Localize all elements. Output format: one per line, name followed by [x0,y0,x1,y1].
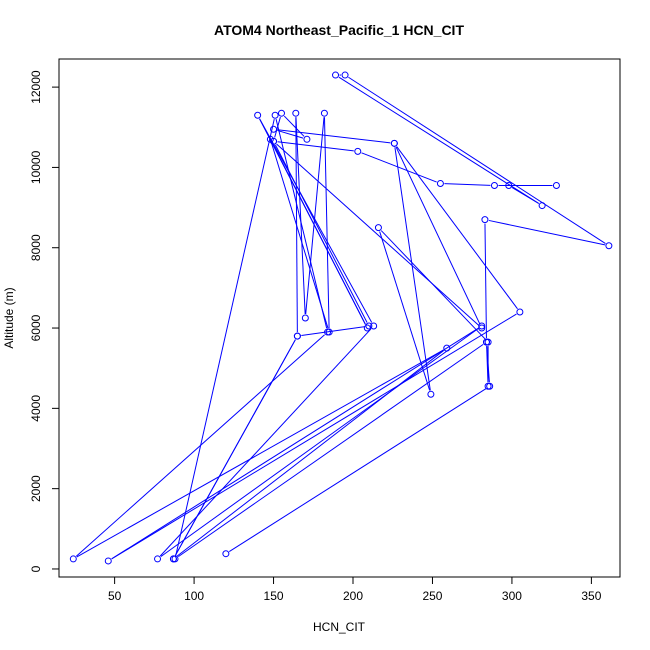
series-segment [394,147,431,391]
series-segment [484,223,487,339]
series-segment [178,343,484,558]
x-tick-label: 200 [343,589,363,603]
data-point [341,71,349,79]
series-segment [348,76,606,244]
data-point [277,109,285,117]
series-segment [75,334,325,557]
data-point [270,137,278,145]
series-segment [444,183,491,186]
data-points [69,71,613,565]
series-segment [160,327,479,558]
series-segment [361,152,437,183]
y-axis-label: Altitude (m) [2,287,16,348]
series-segment [277,129,304,139]
data-point [436,179,444,187]
series-segment [305,117,325,315]
data-point [505,181,513,189]
data-point [484,382,492,390]
series-segment [338,76,540,204]
data-point [303,135,311,143]
data-point [484,338,492,346]
data-point [292,109,300,117]
y-tick-label: 12000 [29,70,43,104]
data-point [365,322,373,330]
data-point [490,181,498,189]
data-point [605,242,613,250]
series-segment [295,117,306,315]
series-line [75,74,606,560]
data-point [481,216,489,224]
series-segment [396,146,518,310]
data-point [154,555,162,563]
data-point [354,147,362,155]
series-segment [259,118,366,325]
series-segment [111,313,517,560]
data-point [222,550,230,558]
data-point [363,324,371,332]
data-point [390,139,398,147]
series-segment [323,117,330,329]
series-segment [274,144,368,323]
series-segment [175,119,275,556]
series-segment [277,129,391,144]
data-point [69,555,77,563]
data-point [370,322,378,330]
series-segment [379,231,431,391]
series-segment [271,142,329,329]
data-point [538,202,546,210]
data-point [478,324,486,332]
series-segment [274,116,281,138]
data-point [332,71,340,79]
data-point [104,557,112,565]
series-segment [277,141,354,152]
x-tick-label: 300 [502,589,522,603]
data-point [320,109,328,117]
data-point [271,111,279,119]
x-axis-label: HCN_CIT [313,620,366,634]
series-segment [159,328,372,557]
series-segment [174,339,296,556]
chart-title: ATOM4 Northeast_Pacific_1 HCN_CIT [214,22,464,38]
series-segment [76,349,444,558]
data-point [427,390,435,398]
data-point [254,111,262,119]
y-tick-label: 2000 [29,475,43,502]
x-tick-label: 150 [264,589,284,603]
series-segment [228,387,487,552]
data-point [293,332,301,340]
data-point [443,344,451,352]
y-axis: 0 2000 4000 6000 8000 10000 12000 [29,70,60,572]
series-segment [176,350,444,557]
x-axis: 50 100 150 200 250 300 350 [108,576,602,603]
series-segment [276,143,480,326]
x-tick-label: 250 [422,589,442,603]
x-tick-label: 100 [184,589,204,603]
data-point [552,181,560,189]
data-point [301,314,309,322]
y-tick-label: 10000 [29,150,43,184]
data-point [516,308,524,316]
data-point [270,125,278,133]
series-segment [259,118,373,323]
data-point [374,224,382,232]
data-point [325,328,333,336]
series-segment [488,219,606,246]
series-segment [111,327,479,560]
x-tick-label: 50 [108,589,122,603]
y-tick-label: 4000 [29,395,43,422]
data-point [478,322,486,330]
series-segment [283,115,305,137]
y-tick-label: 6000 [29,314,43,341]
series-segment [380,230,486,340]
data-point [169,555,177,563]
series-segment [301,326,366,337]
y-tick-label: 0 [29,565,43,572]
series-segment [395,146,481,325]
x-tick-label: 350 [581,589,601,603]
y-tick-label: 8000 [29,234,43,261]
